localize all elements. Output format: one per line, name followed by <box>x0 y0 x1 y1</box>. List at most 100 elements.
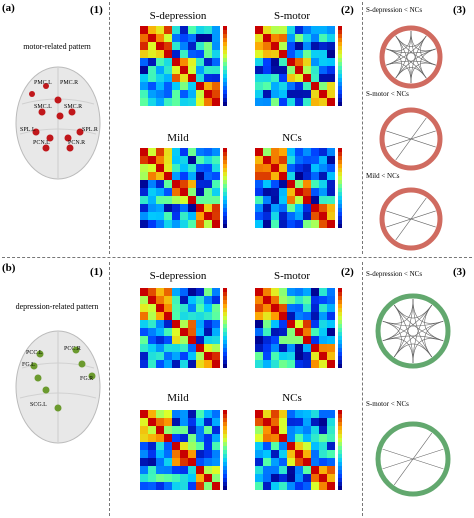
heatmap-cell <box>196 410 204 418</box>
heatmap-cell <box>287 204 295 212</box>
chord-link <box>393 298 414 358</box>
heatmap-cell <box>172 312 180 320</box>
heatmap-cell <box>287 474 295 482</box>
heatmap-cell <box>196 304 204 312</box>
heatmap-cell <box>156 296 164 304</box>
chord-link <box>386 210 436 228</box>
heatmap-cell <box>319 426 327 434</box>
heatmap-cell <box>255 296 263 304</box>
heatmap-cell <box>148 450 156 458</box>
heatmap-cell <box>148 442 156 450</box>
heatmap-cell <box>156 156 164 164</box>
heatmap-cell <box>196 312 204 320</box>
colorbar-segment <box>338 102 342 106</box>
heatmap-cell <box>295 188 303 196</box>
heatmap-cell <box>303 148 311 156</box>
heatmap-cell <box>204 180 212 188</box>
heatmap-cell <box>287 320 295 328</box>
heatmap-cell <box>172 450 180 458</box>
heatmap-cell <box>140 360 148 368</box>
heatmap-cell <box>279 164 287 172</box>
heatmap-cell <box>311 312 319 320</box>
heatmap-cell <box>271 50 279 58</box>
colorbar-segment <box>223 446 227 450</box>
heatmap-cell <box>327 458 335 466</box>
heatmap-cell <box>279 82 287 90</box>
heatmap-cell <box>212 434 220 442</box>
panel-a-divider-1 <box>109 2 110 254</box>
colorbar-segment <box>223 184 227 188</box>
heatmap-cell <box>255 458 263 466</box>
heatmap-cell <box>204 58 212 66</box>
heatmap-cell <box>327 418 335 426</box>
heatmap-cell <box>279 74 287 82</box>
heatmap-cell <box>140 196 148 204</box>
colorbar-segment <box>223 418 227 422</box>
heatmap-cell <box>212 90 220 98</box>
heatmap-cell <box>255 148 263 156</box>
heatmap-cell <box>180 50 188 58</box>
heatmap-cell <box>327 466 335 474</box>
heatmap-cell <box>204 50 212 58</box>
heatmap-cell <box>180 196 188 204</box>
heatmap-cell <box>327 74 335 82</box>
heatmap-cell <box>172 74 180 82</box>
heatmap-cell <box>172 474 180 482</box>
colorbar-segment <box>338 42 342 46</box>
heatmap-cell <box>196 328 204 336</box>
heatmap-cell <box>204 288 212 296</box>
heatmap-cell <box>311 450 319 458</box>
heatmap-cell <box>172 304 180 312</box>
heatmap-cell <box>311 466 319 474</box>
heatmap-cell <box>164 74 172 82</box>
matrix-title: S-depression <box>149 10 207 22</box>
heatmap-cell <box>263 328 271 336</box>
colorbar-segment <box>223 90 227 94</box>
heatmap-cell <box>172 196 180 204</box>
heatmap-cell <box>287 212 295 220</box>
colorbar-segment <box>223 216 227 220</box>
heatmap-cell <box>180 320 188 328</box>
heatmap-cell <box>212 352 220 360</box>
heatmap-cell <box>180 344 188 352</box>
heatmap-cell <box>140 450 148 458</box>
colorbar-segment <box>223 58 227 62</box>
heatmap-cell <box>172 66 180 74</box>
heatmap-cell <box>164 426 172 434</box>
heatmap-cell <box>148 58 156 66</box>
heatmap-cell <box>180 352 188 360</box>
heatmap-cell <box>319 74 327 82</box>
heatmap-cell <box>180 360 188 368</box>
heatmap-cell <box>303 42 311 50</box>
heatmap-cell <box>327 42 335 50</box>
heatmap-cell <box>319 50 327 58</box>
heatmap-cell <box>188 42 196 50</box>
brain-node <box>42 386 50 394</box>
heatmap-cell <box>188 466 196 474</box>
colorbar-segment <box>223 410 227 414</box>
heatmap-cell <box>279 320 287 328</box>
heatmap-cell <box>303 352 311 360</box>
heatmap-cell <box>271 74 279 82</box>
heatmap-cell <box>327 148 335 156</box>
heatmap-cell <box>287 98 295 106</box>
heatmap-cell <box>172 336 180 344</box>
heatmap-cell <box>156 34 164 42</box>
heatmap-cell <box>204 328 212 336</box>
heatmap-cell <box>311 180 319 188</box>
heatmap-cell <box>180 212 188 220</box>
heatmap-cell <box>156 74 164 82</box>
colorbar-segment <box>338 422 342 426</box>
brain-node <box>34 374 42 382</box>
heatmap-cell <box>303 466 311 474</box>
heatmap-cell <box>148 312 156 320</box>
heatmap-cell <box>140 180 148 188</box>
heatmap-cell <box>263 26 271 34</box>
heatmap-cell <box>319 34 327 42</box>
heatmap-cell <box>212 172 220 180</box>
heatmap-cell <box>164 82 172 90</box>
colorbar-segment <box>338 160 342 164</box>
heatmap-cell <box>164 50 172 58</box>
chord-link <box>412 304 433 364</box>
heatmap-cell <box>212 410 220 418</box>
